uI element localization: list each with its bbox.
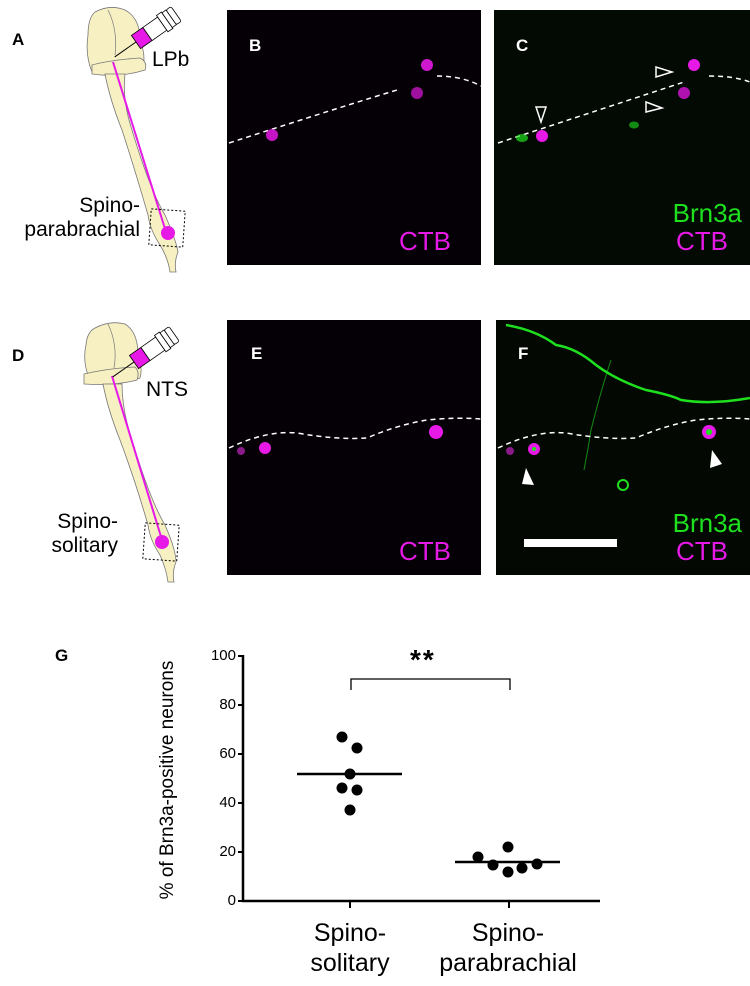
micrograph-f-content (497, 323, 750, 547)
stain-label-ctb: CTB (399, 536, 451, 566)
panel-letter-f: F (518, 344, 529, 363)
x-category-line1: Spino- (313, 919, 387, 947)
y-tick-100: 100 (210, 647, 236, 664)
panel-letter-g: G (55, 646, 69, 665)
micrograph-e: E CTB (227, 320, 481, 575)
stain-label-ctb: CTB (676, 226, 728, 256)
panel-letter-b: B (249, 36, 262, 55)
x-category-spino-solitary: Spino- solitary (290, 918, 410, 978)
panel-letter-c: C (516, 36, 529, 55)
x-category-line2: solitary (310, 949, 390, 977)
significance-stars: ** (410, 644, 436, 675)
open-arrowhead-2 (655, 65, 675, 79)
x-category-line2: parabrachial (439, 949, 577, 977)
micrograph-c-content (497, 59, 750, 144)
y-tick-60: 60 (219, 745, 236, 762)
x-category-line1: Spino- (471, 919, 545, 947)
y-tick-80: 80 (219, 696, 236, 713)
pathway-label-line2: parabrachial (24, 218, 140, 241)
pathway-label-line2: solitary (51, 534, 118, 557)
filled-arrowhead-1 (522, 468, 534, 485)
stain-label-ctb: CTB (676, 536, 728, 566)
micrograph-b: B CTB (227, 10, 481, 265)
injection-site-label-nts: NTS (146, 378, 188, 401)
y-tick-0: 0 (227, 892, 236, 909)
panel-letter-d: D (12, 346, 25, 365)
pathway-label-line1: Spino- (57, 510, 118, 533)
spinal-cord-schematic-nts (83, 322, 180, 583)
open-arrowhead-1 (534, 106, 548, 125)
x-category-spino-parabrachial: Spino- parabrachial (428, 918, 588, 978)
y-tick-20: 20 (219, 843, 236, 860)
stain-label-ctb: CTB (399, 226, 451, 256)
pathway-label-spino-solitary: Spino- solitary (0, 510, 118, 558)
injection-site-label-lpb: LPb (152, 48, 190, 71)
stain-label-brn3a: Brn3a (672, 198, 742, 228)
micrograph-c: C Brn3a CTB (494, 10, 750, 265)
panel-letter-a: A (12, 30, 25, 49)
pathway-label-line1: Spino- (79, 194, 140, 217)
pathway-label-spino-parabrachial: Spino- parabrachial (0, 194, 140, 242)
micrograph-b-content (228, 59, 481, 144)
stain-label-brn3a: Brn3a (672, 508, 742, 538)
series-spino-solitary (336, 731, 363, 816)
spinal-cord-schematic-lpb (86, 6, 186, 273)
micrograph-f: F Brn3a CTB (496, 320, 750, 575)
panel-letter-e: E (251, 344, 263, 363)
filled-arrowhead-2 (710, 450, 722, 468)
open-arrowhead-3 (645, 100, 665, 113)
series-spino-parabrachial (472, 841, 543, 878)
micrograph-e-content (228, 417, 481, 455)
scale-bar (524, 539, 617, 547)
significance-bracket (350, 678, 511, 690)
y-tick-40: 40 (219, 794, 236, 811)
